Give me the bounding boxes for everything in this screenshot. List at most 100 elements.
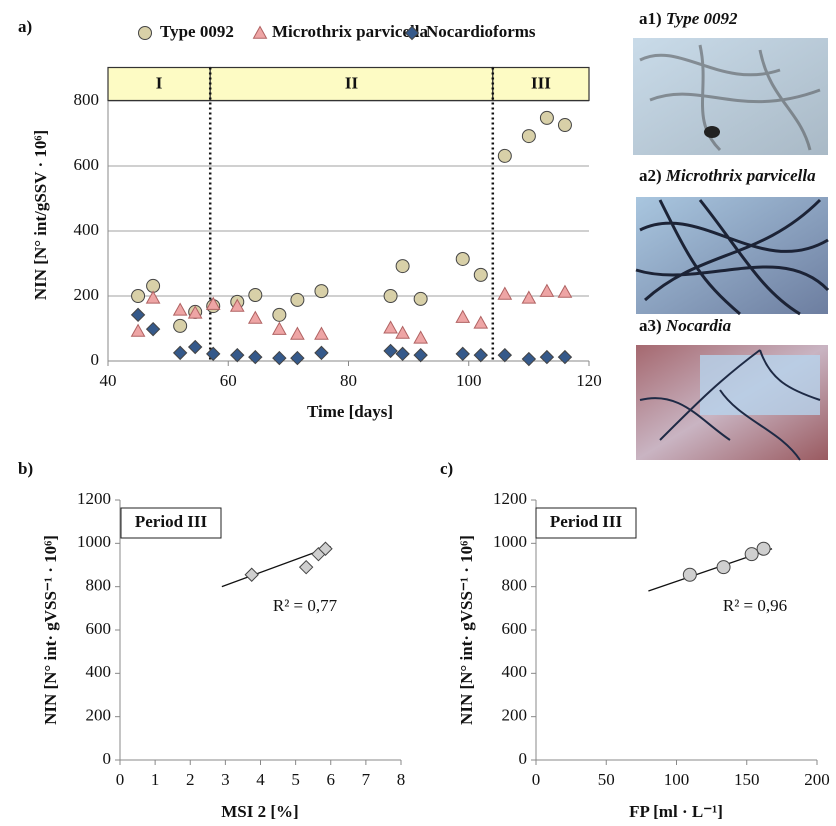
x-tick-label: 3 [221, 770, 230, 789]
x-tick-label: 7 [362, 770, 371, 789]
marker-diamond [172, 345, 188, 361]
annotation-box [535, 507, 637, 539]
x-tick-label: 60 [220, 371, 237, 390]
legend-label: Microthrix parvicella [272, 22, 428, 41]
annotation: Period III [550, 512, 623, 531]
micrograph-2 [635, 197, 830, 316]
micrograph-title: Type 0092 [666, 9, 738, 28]
micrograph-title: Microthrix parvicella [665, 166, 816, 185]
annotation-box [120, 507, 222, 539]
marker-diamond [413, 347, 428, 363]
marker-diamond [298, 559, 314, 575]
marker-diamond [473, 347, 488, 363]
panel-label: c) [440, 459, 453, 478]
marker-triangle [172, 302, 188, 316]
marker-triangle [290, 326, 305, 340]
marker-diamond [244, 567, 259, 582]
panel-label: b) [18, 459, 33, 478]
marker-triangle [497, 286, 513, 300]
y-tick-label: 400 [86, 662, 112, 681]
y-tick-label: 600 [86, 619, 112, 638]
marker-circle [383, 289, 398, 303]
y-tick-label: 800 [86, 576, 112, 595]
marker-triangle [229, 298, 245, 312]
marker-diamond [455, 346, 470, 362]
marker-diamond [521, 351, 537, 367]
marker-circle [173, 318, 188, 333]
x-tick-label: 150 [734, 770, 760, 789]
marker-triangle [395, 325, 410, 339]
period-label: II [345, 73, 359, 92]
legend-marker [404, 25, 420, 41]
x-axis-label: MSI 2 [%] [221, 802, 298, 821]
legend-label: Nocardioforms [426, 22, 536, 41]
marker-triangle [521, 290, 537, 304]
marker-triangle [413, 330, 428, 344]
y-tick-label: 400 [74, 220, 100, 239]
y-tick-label: 1200 [493, 489, 527, 508]
marker-circle [682, 567, 697, 582]
marker-circle [744, 547, 759, 562]
y-tick-label: 1200 [77, 489, 111, 508]
marker-diamond [248, 349, 263, 365]
legend-marker [252, 25, 268, 39]
x-tick-label: 8 [397, 770, 406, 789]
marker-circle [314, 284, 329, 299]
y-tick-label: 200 [74, 285, 100, 304]
x-tick-label: 0 [116, 770, 125, 789]
legend-label: Type 0092 [160, 22, 234, 41]
marker-diamond [187, 339, 203, 355]
marker-circle [497, 148, 512, 163]
x-tick-label: 80 [340, 371, 357, 390]
x-tick-label: 120 [576, 371, 602, 390]
period-box [492, 66, 590, 102]
micrograph-title: Nocardia [665, 316, 732, 335]
marker-triangle [130, 323, 146, 337]
marker-triangle [473, 315, 489, 329]
marker-circle [131, 289, 146, 303]
annotation: Period III [135, 512, 208, 531]
x-tick-label: 50 [598, 770, 615, 789]
micrograph-label: a2) [639, 166, 662, 185]
micrograph-caption: a2) Microthrix parvicella [639, 166, 816, 185]
y-tick-label: 400 [502, 662, 528, 681]
marker-diamond [318, 541, 333, 556]
marker-circle [272, 307, 287, 322]
marker-circle [521, 129, 536, 144]
x-tick-label: 1 [151, 770, 160, 789]
x-tick-label: 2 [186, 770, 195, 789]
micrograph-1 [633, 38, 828, 155]
marker-diamond [206, 346, 221, 362]
y-tick-label: 800 [74, 90, 100, 109]
y-axis-label: NIN [N° int/gSSV · 10⁶] [31, 130, 50, 300]
marker-diamond [230, 347, 245, 363]
marker-diamond [539, 349, 555, 365]
y-tick-label: 600 [74, 155, 100, 174]
y-tick-label: 200 [502, 706, 528, 725]
marker-triangle [383, 320, 398, 334]
x-axis-label: Time [days] [307, 402, 393, 421]
micrograph-caption: a1) Type 0092 [639, 9, 738, 28]
marker-triangle [272, 321, 287, 335]
marker-triangle [557, 284, 573, 298]
y-tick-label: 600 [502, 619, 528, 638]
legend-marker [138, 26, 152, 40]
x-tick-label: 100 [664, 770, 690, 789]
y-tick-label: 0 [519, 749, 528, 768]
y-axis-label: NIN [N° int· gVSS⁻¹ · 10⁶] [41, 535, 60, 725]
marker-triangle [205, 296, 221, 310]
x-tick-label: 200 [804, 770, 830, 789]
micrograph-3 [636, 345, 828, 461]
x-tick-label: 6 [327, 770, 336, 789]
marker-circle [473, 267, 488, 282]
marker-circle [248, 288, 263, 303]
marker-triangle [145, 290, 161, 304]
micrograph-label: a1) [639, 9, 662, 28]
marker-diamond [497, 347, 513, 363]
marker-circle [716, 560, 731, 575]
y-tick-label: 1000 [493, 532, 527, 551]
marker-circle [395, 259, 410, 274]
x-tick-label: 40 [100, 371, 117, 390]
marker-triangle [187, 305, 203, 319]
